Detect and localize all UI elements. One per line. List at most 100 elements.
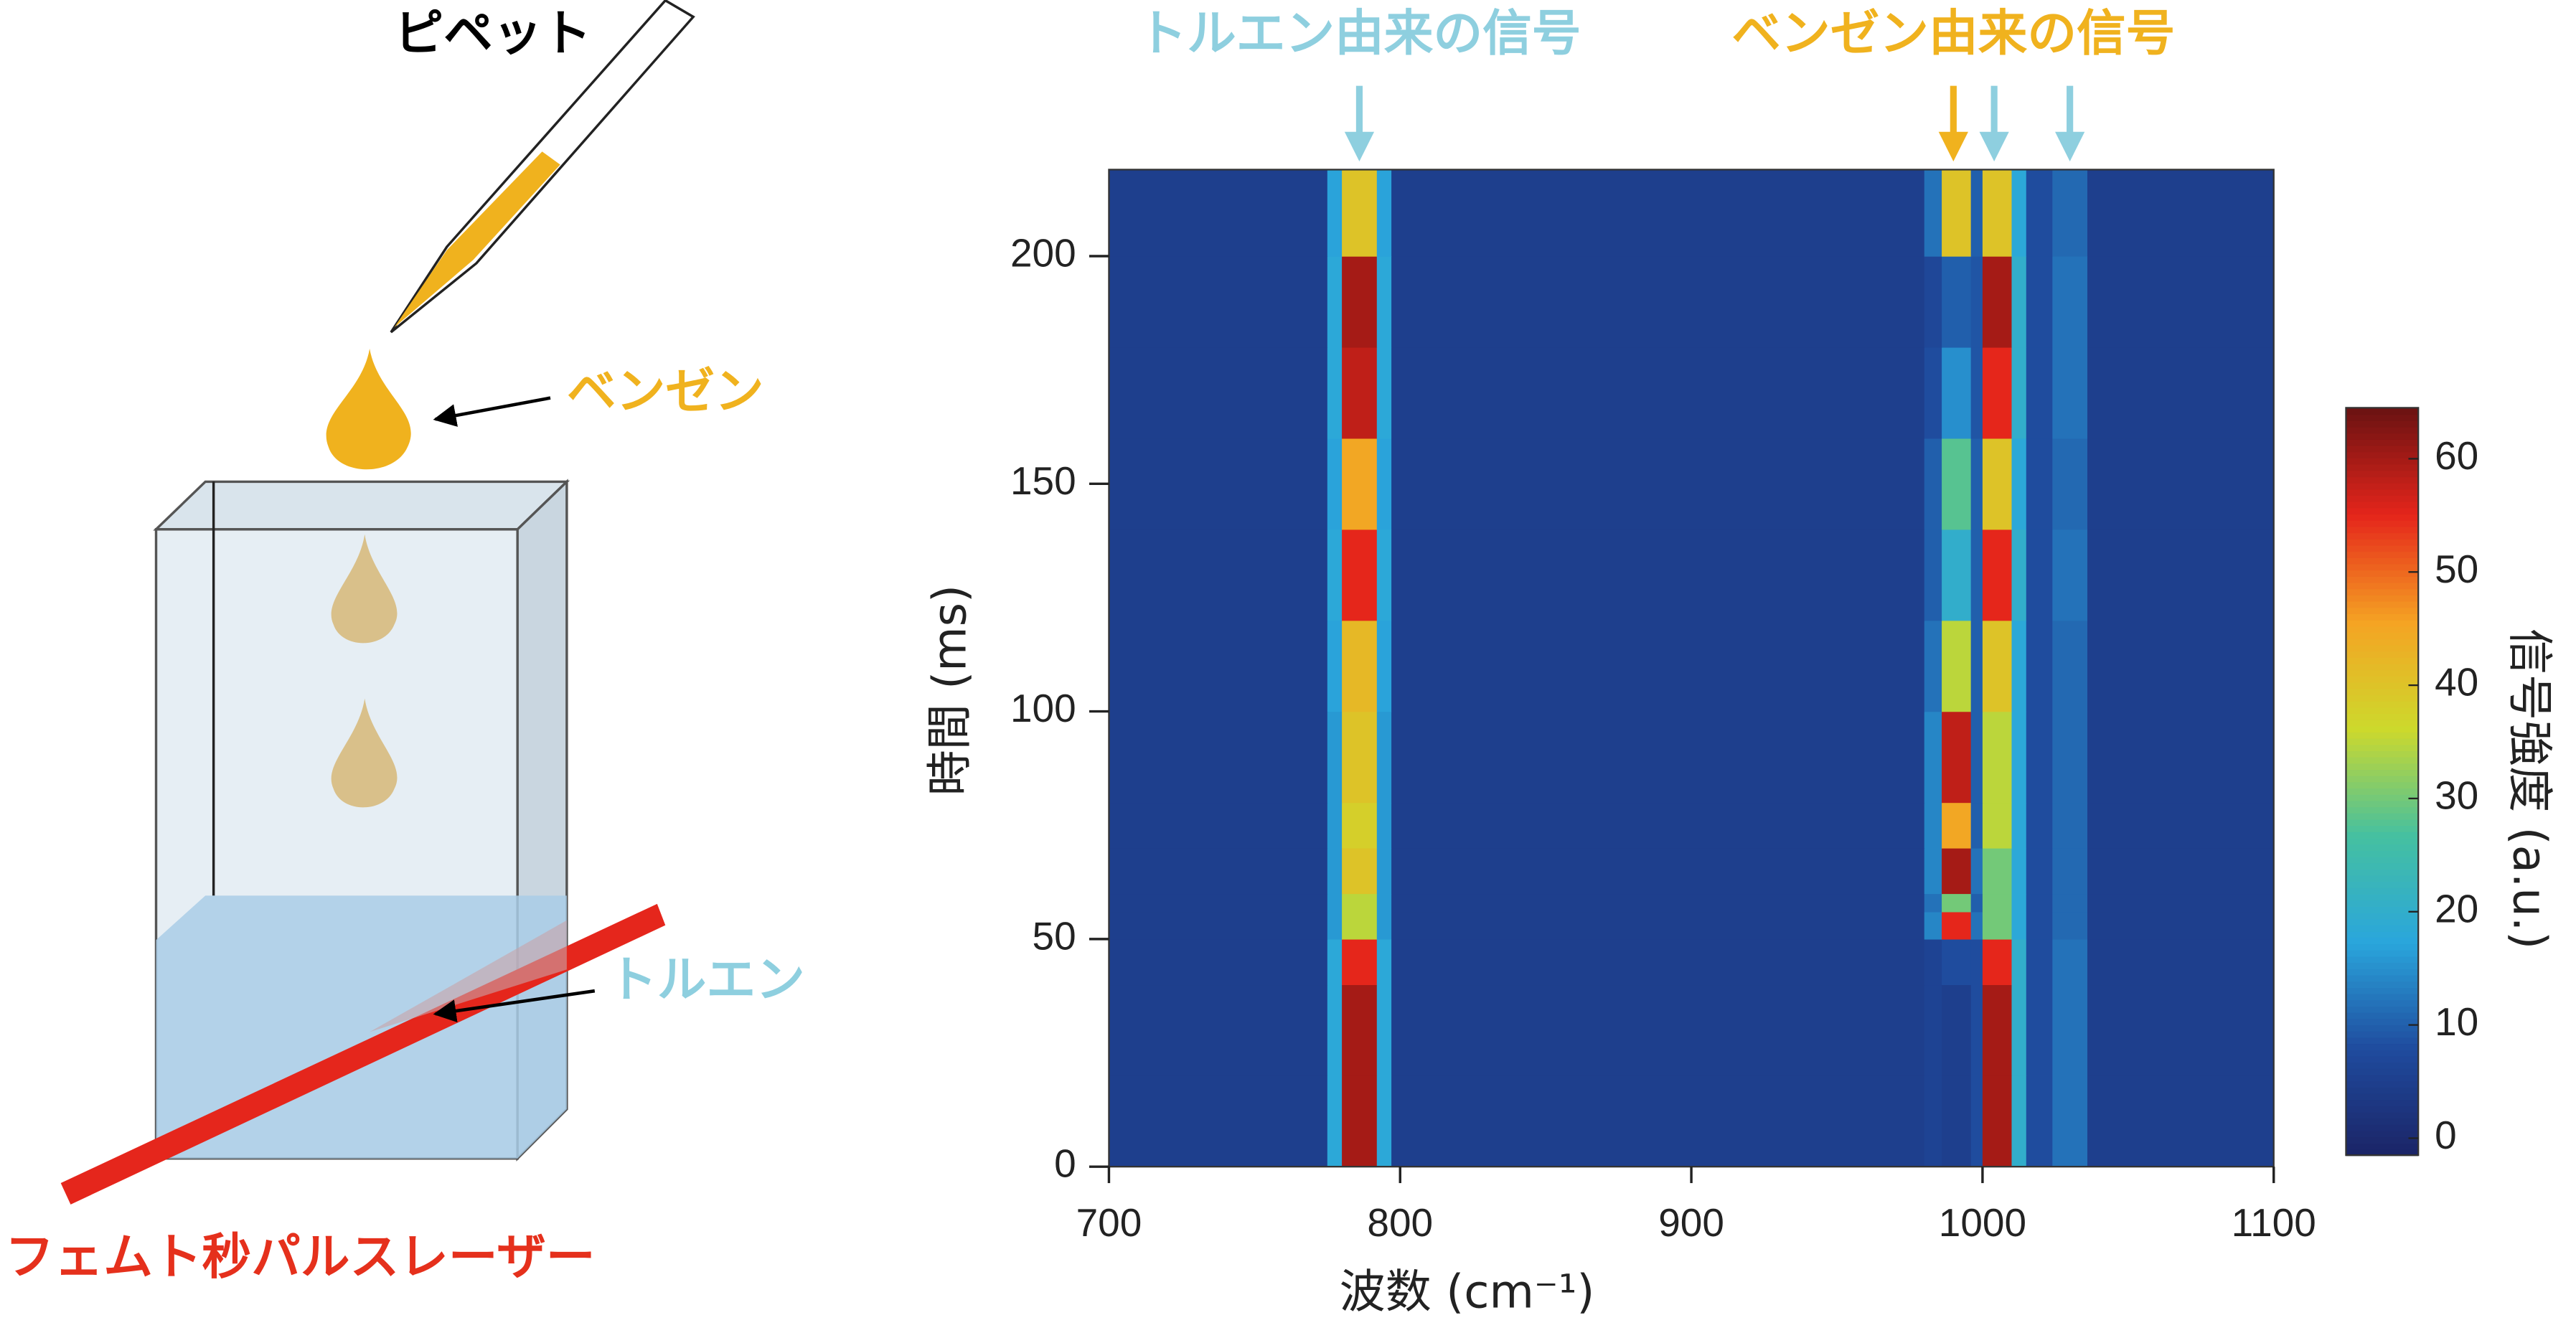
arrow (433, 396, 551, 427)
heatmap-cell (1376, 911, 1392, 940)
heatmap-cell (1327, 438, 1343, 530)
heatmap-cell (1942, 984, 1972, 1076)
colorbar-step (2346, 943, 2419, 951)
heatmap-cell (1327, 802, 1343, 849)
heatmap-cell (1942, 529, 1972, 621)
colorbar-step (2346, 719, 2419, 727)
heatmap-cell (2087, 984, 2275, 1076)
colorbar-step (2346, 1136, 2419, 1144)
colorbar-step (2346, 470, 2419, 478)
heatmap-cell (2026, 984, 2053, 1076)
heatmap-cell (1327, 255, 1343, 348)
heatmap-cell (2011, 347, 2027, 439)
heatmap-cell (1942, 911, 1972, 940)
heatmap-cell (1982, 911, 2013, 940)
heatmap-cell (1391, 911, 1925, 940)
heatmap-cell (2026, 711, 2053, 804)
colorbar-label: 信号強度 (a.u.) (2503, 628, 2556, 949)
laser-label: フェムト秒パルスレーザー (5, 1229, 596, 1286)
colorbar-step (2346, 1024, 2419, 1032)
heatmap-cell (1342, 438, 1378, 530)
colorbar-step (2346, 433, 2419, 440)
heatmap-cell (2026, 529, 2053, 621)
colorbar-step (2346, 600, 2419, 608)
heatmap-cell (1376, 255, 1392, 348)
heatmap-cell (1982, 893, 2013, 913)
heatmap-cell (1109, 802, 1328, 849)
cuvette-top (153, 480, 570, 531)
x-axis-label: 波数 (cm⁻¹) (1340, 1266, 1595, 1319)
heatmap-cell (1342, 938, 1378, 986)
heatmap-cell (1109, 169, 1328, 257)
heatmap-cell (2026, 1075, 2053, 1167)
colorbar-step (2346, 831, 2419, 839)
heatmap-cell (1982, 620, 2013, 712)
colorbar-step (2346, 837, 2419, 845)
colorbar-step (2346, 1149, 2419, 1157)
heatmap-cell (1109, 711, 1328, 804)
heatmap-cell (1109, 438, 1328, 530)
heatmap-cell (1109, 255, 1328, 348)
heatmap-cell (2052, 438, 2088, 530)
heatmap-cell (1970, 847, 1983, 895)
heatmap-cell (2052, 1075, 2088, 1167)
heatmap-cell (1391, 893, 1925, 913)
heatmap-cell (1376, 1075, 1392, 1167)
heatmap-cell (1970, 347, 1983, 439)
colorbar-tick-label: 20 (2435, 886, 2478, 931)
heatmap-cell (1391, 847, 1925, 895)
heatmap-cell (2011, 911, 2027, 940)
heatmap-cell (2052, 169, 2088, 257)
colorbar-step (2346, 775, 2419, 783)
colorbar-step (2346, 707, 2419, 714)
colorbar-step (2346, 825, 2419, 832)
colorbar-step (2346, 900, 2419, 908)
colorbar-step (2346, 1080, 2419, 1088)
colorbar-step (2346, 787, 2419, 795)
heatmap-cell (1109, 893, 1328, 913)
colorbar-step (2346, 993, 2419, 1001)
heatmap-cell (1391, 620, 1925, 712)
heatmap-cell (2052, 847, 2088, 895)
colorbar-step (2346, 476, 2419, 484)
colorbar-step (2346, 1005, 2419, 1013)
colorbar-step (2346, 613, 2419, 621)
y-tick-label: 0 (1054, 1141, 1076, 1186)
heatmap-cell (2011, 169, 2027, 257)
colorbar-step (2346, 999, 2419, 1007)
colorbar-step (2346, 793, 2419, 801)
colorbar-step (2346, 513, 2419, 521)
heatmap-cell (1391, 711, 1925, 804)
colorbar-step (2346, 1030, 2419, 1038)
heatmap-cell (1342, 529, 1378, 621)
heatmap-cell (1982, 984, 2013, 1076)
heatmap-cell (2011, 893, 2027, 913)
heatmap-cell (1924, 802, 1942, 849)
colorbar-step (2346, 956, 2419, 964)
heatmap-cell (1982, 255, 2013, 348)
heatmap-cell (1970, 529, 1983, 621)
heatmap-cell (1327, 620, 1343, 712)
heatmap-cell (2052, 255, 2088, 348)
colorbar-step (2346, 526, 2419, 534)
heatmap-cell (1970, 169, 1983, 257)
heatmap-cell (2026, 938, 2053, 986)
colorbar-step (2346, 551, 2419, 558)
heatmap-cell (2052, 711, 2088, 804)
heatmap-cell (1982, 347, 2013, 439)
colorbar-step (2346, 656, 2419, 664)
heatmap-cell (1942, 620, 1972, 712)
heatmap-cell (2026, 347, 2053, 439)
heatmap-cell (1327, 847, 1343, 895)
toluene-label: トルエン (608, 951, 805, 1009)
heatmap-cell (1970, 438, 1983, 530)
heatmap-cell (1376, 938, 1392, 986)
colorbar-step (2346, 738, 2419, 745)
y-tick-label: 100 (1010, 686, 1076, 730)
signal-arrow-head (1938, 131, 1968, 161)
colorbar-step (2346, 912, 2419, 920)
heatmap-cell (1376, 438, 1392, 530)
heatmap-cell (1342, 893, 1378, 913)
heatmap-cell (1924, 711, 1942, 804)
heatmap-cell (2087, 347, 2275, 439)
